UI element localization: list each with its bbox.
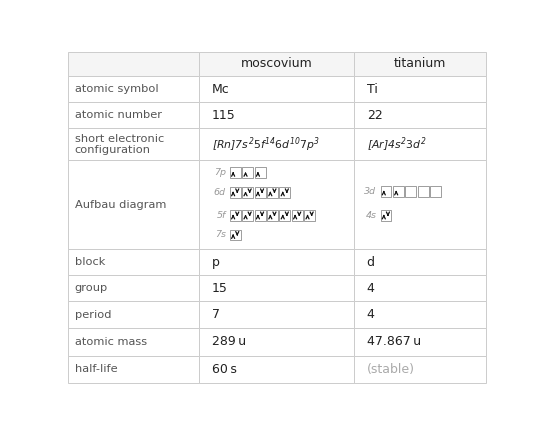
Bar: [242, 187, 253, 198]
Text: 3d: 3d: [364, 187, 376, 196]
Bar: [242, 167, 253, 178]
Text: 4: 4: [367, 282, 375, 295]
Bar: [354, 128, 486, 160]
Text: (stable): (stable): [367, 362, 415, 376]
Bar: [199, 102, 354, 128]
Text: group: group: [75, 283, 108, 293]
Bar: [280, 187, 291, 198]
Bar: [68, 52, 199, 76]
Text: 115: 115: [212, 109, 235, 122]
Text: 4: 4: [367, 308, 375, 321]
Bar: [68, 76, 199, 102]
Bar: [242, 210, 253, 221]
Text: short electronic
configuration: short electronic configuration: [75, 133, 164, 155]
Bar: [292, 210, 303, 221]
Bar: [68, 356, 199, 383]
Text: 22: 22: [367, 109, 382, 122]
Text: block: block: [75, 257, 105, 267]
Bar: [68, 275, 199, 301]
Text: p: p: [212, 256, 220, 269]
Bar: [199, 275, 354, 301]
Text: 7: 7: [212, 308, 220, 321]
Bar: [430, 186, 441, 197]
Bar: [230, 230, 241, 240]
Text: d: d: [367, 256, 375, 269]
Bar: [418, 186, 429, 197]
Text: atomic symbol: atomic symbol: [75, 84, 158, 94]
Bar: [199, 128, 354, 160]
Bar: [354, 102, 486, 128]
Text: 60 s: 60 s: [212, 362, 237, 376]
Bar: [230, 167, 241, 178]
Bar: [199, 301, 354, 328]
Text: half-life: half-life: [75, 364, 117, 374]
Bar: [267, 187, 278, 198]
Text: 7s: 7s: [215, 230, 226, 240]
Text: atomic number: atomic number: [75, 110, 161, 120]
Text: 4s: 4s: [366, 211, 376, 220]
Bar: [68, 249, 199, 275]
Text: moscovium: moscovium: [241, 57, 313, 70]
Bar: [230, 187, 241, 198]
Text: 7p: 7p: [214, 168, 226, 177]
Bar: [354, 328, 486, 356]
Bar: [354, 52, 486, 76]
Bar: [354, 356, 486, 383]
Text: Aufbau diagram: Aufbau diagram: [75, 200, 166, 210]
Bar: [68, 328, 199, 356]
Text: $\mathregular{[Ar]4}s^{\mathregular{2}}3d^{\mathregular{2}}$: $\mathregular{[Ar]4}s^{\mathregular{2}}3…: [367, 135, 426, 154]
Bar: [267, 210, 278, 221]
Bar: [255, 187, 266, 198]
Text: 289 u: 289 u: [212, 335, 246, 348]
Bar: [199, 52, 354, 76]
Text: titanium: titanium: [394, 57, 446, 70]
Text: 6d: 6d: [214, 188, 226, 197]
Text: $\mathregular{[Rn]7}s^{\mathregular{2}}$$5f^{\mathregular{14}}6d^{\mathregular{1: $\mathregular{[Rn]7}s^{\mathregular{2}}$…: [212, 135, 320, 154]
Bar: [68, 102, 199, 128]
Bar: [354, 249, 486, 275]
Bar: [354, 76, 486, 102]
Bar: [354, 160, 486, 249]
Text: 15: 15: [212, 282, 228, 295]
Bar: [354, 301, 486, 328]
Text: 5f: 5f: [217, 211, 226, 220]
Bar: [199, 76, 354, 102]
Text: atomic mass: atomic mass: [75, 337, 147, 347]
Bar: [230, 210, 241, 221]
Bar: [381, 186, 392, 197]
Bar: [354, 275, 486, 301]
Bar: [68, 128, 199, 160]
Bar: [68, 160, 199, 249]
Bar: [199, 356, 354, 383]
Bar: [255, 210, 266, 221]
Text: Mc: Mc: [212, 83, 230, 95]
Text: period: period: [75, 310, 111, 319]
Text: Ti: Ti: [367, 83, 377, 95]
Bar: [304, 210, 315, 221]
Bar: [199, 328, 354, 356]
Bar: [381, 210, 392, 221]
Bar: [280, 210, 291, 221]
Bar: [255, 167, 266, 178]
Bar: [393, 186, 404, 197]
Bar: [199, 249, 354, 275]
Bar: [68, 301, 199, 328]
Bar: [406, 186, 416, 197]
Bar: [199, 160, 354, 249]
Text: 47.867 u: 47.867 u: [367, 335, 421, 348]
